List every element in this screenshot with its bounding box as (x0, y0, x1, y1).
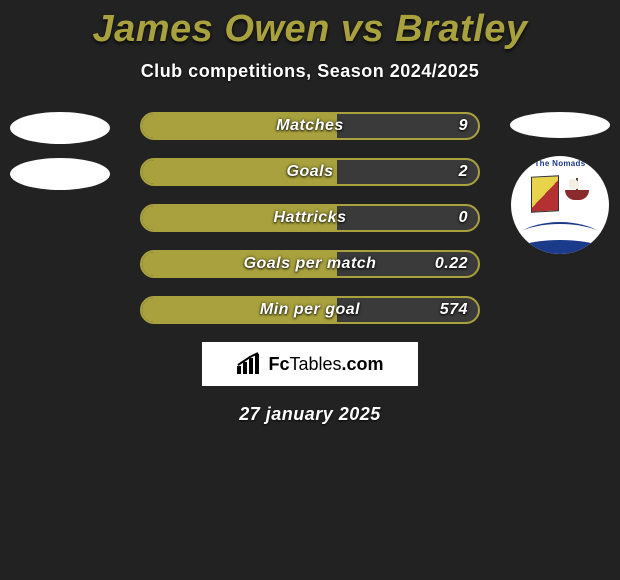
stat-bar-label: Goals (142, 160, 478, 184)
stat-bar-label: Matches (142, 114, 478, 138)
player-avatar-placeholder (10, 112, 110, 144)
stat-bar-label: Goals per match (142, 252, 478, 276)
club-badge: The Nomads (511, 156, 609, 254)
club-badge-text: The Nomads (511, 159, 609, 168)
stat-bar-value: 0.22 (435, 252, 468, 276)
brand-logo-text: FcTables.com (268, 354, 383, 375)
badge-shield-icon (531, 175, 559, 212)
page-title: James Owen vs Bratley (0, 0, 620, 51)
stat-bar: Hattricks 0 (140, 204, 480, 232)
stat-bar-value: 9 (459, 114, 468, 138)
stat-bar: Goals per match 0.22 (140, 250, 480, 278)
stat-bar: Goals 2 (140, 158, 480, 186)
stat-bar-label: Hattricks (142, 206, 478, 230)
club-logo-placeholder (10, 158, 110, 190)
stat-bar-value: 574 (440, 298, 468, 322)
right-avatar-column: The Nomads (505, 112, 615, 254)
left-avatar-column (5, 112, 115, 190)
stat-bar: Min per goal 574 (140, 296, 480, 324)
player-avatar-placeholder (510, 112, 610, 138)
footer-date: 27 january 2025 (0, 404, 620, 425)
bar-chart-icon (236, 352, 262, 376)
body-area: The Nomads Matches 9 Goals (0, 112, 620, 425)
badge-ship-icon (563, 178, 591, 200)
brand-logo: FcTables.com (202, 342, 418, 386)
stat-bar-value: 0 (459, 206, 468, 230)
stat-bars: Matches 9 Goals 2 Hattricks 0 Goals per … (140, 112, 480, 324)
stat-bar-value: 2 (459, 160, 468, 184)
page-root: James Owen vs Bratley Club competitions,… (0, 0, 620, 580)
stat-bar-label: Min per goal (142, 298, 478, 322)
stat-bar: Matches 9 (140, 112, 480, 140)
page-subtitle: Club competitions, Season 2024/2025 (0, 61, 620, 82)
